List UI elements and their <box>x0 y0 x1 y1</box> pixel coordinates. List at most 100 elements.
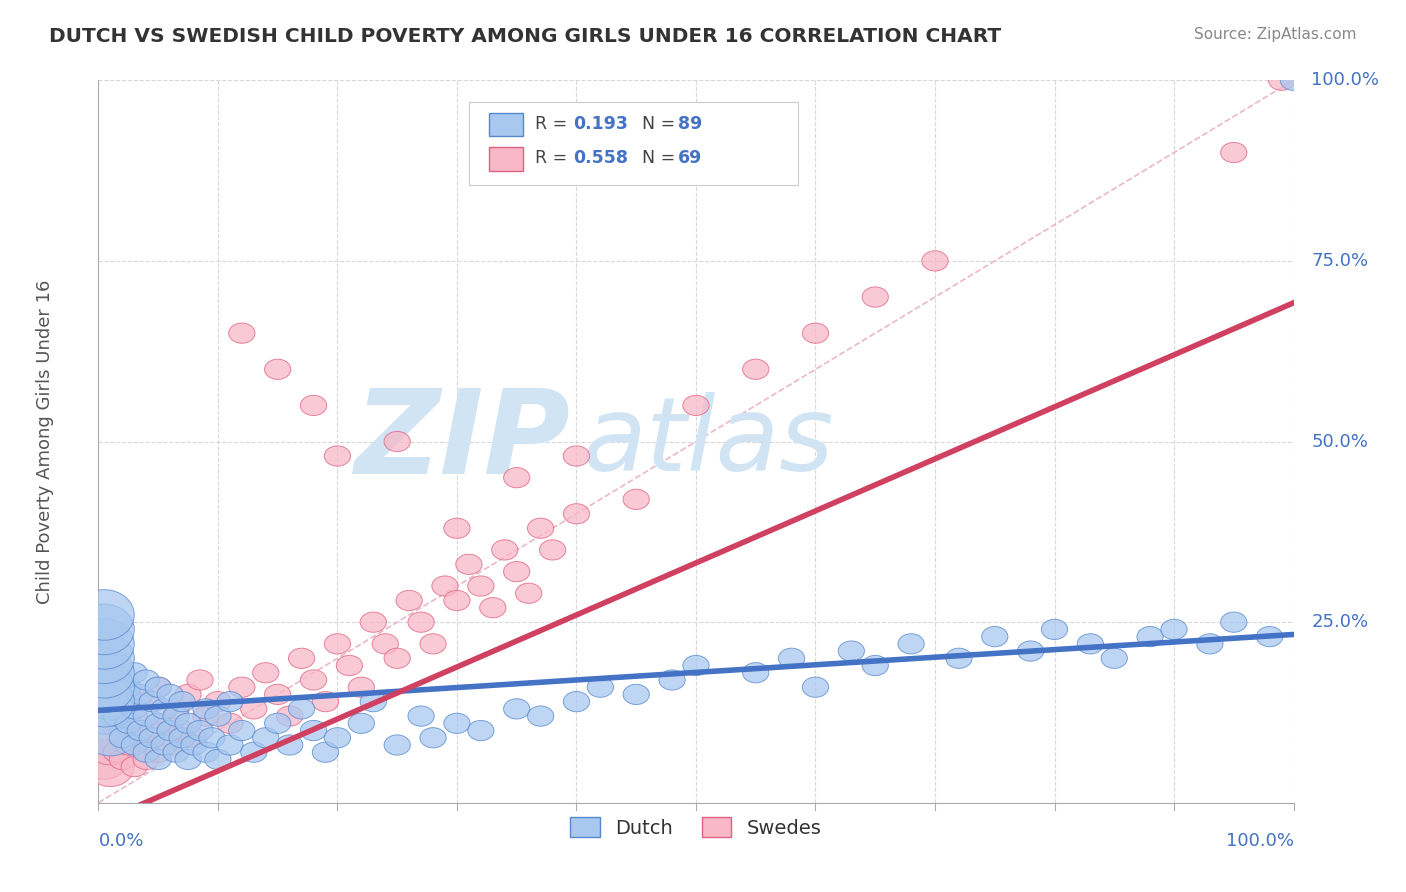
Text: 0.193: 0.193 <box>572 115 627 133</box>
Ellipse shape <box>121 698 148 719</box>
Text: 89: 89 <box>678 115 702 133</box>
Ellipse shape <box>163 706 190 726</box>
Ellipse shape <box>564 446 589 467</box>
Ellipse shape <box>325 446 350 467</box>
Ellipse shape <box>264 359 291 379</box>
Ellipse shape <box>659 670 685 690</box>
Ellipse shape <box>75 676 135 727</box>
Ellipse shape <box>1268 70 1295 90</box>
Ellipse shape <box>1220 612 1247 632</box>
Ellipse shape <box>134 749 159 770</box>
Ellipse shape <box>157 684 183 705</box>
Ellipse shape <box>325 728 350 747</box>
Ellipse shape <box>75 662 135 713</box>
Ellipse shape <box>187 721 214 740</box>
Ellipse shape <box>862 656 889 675</box>
Ellipse shape <box>396 591 422 611</box>
Ellipse shape <box>373 633 398 654</box>
Ellipse shape <box>1042 619 1067 640</box>
Ellipse shape <box>922 251 948 271</box>
Ellipse shape <box>1137 626 1163 647</box>
Ellipse shape <box>264 684 291 705</box>
Ellipse shape <box>264 714 291 733</box>
Ellipse shape <box>110 749 135 770</box>
Ellipse shape <box>110 691 135 712</box>
Ellipse shape <box>336 656 363 675</box>
Ellipse shape <box>683 656 709 675</box>
Text: 25.0%: 25.0% <box>1312 613 1368 632</box>
Ellipse shape <box>145 749 172 770</box>
Ellipse shape <box>1257 626 1282 647</box>
Ellipse shape <box>103 706 129 726</box>
Ellipse shape <box>946 648 972 668</box>
Ellipse shape <box>75 648 135 698</box>
Ellipse shape <box>408 706 434 726</box>
Ellipse shape <box>479 598 506 618</box>
Ellipse shape <box>229 323 254 343</box>
Ellipse shape <box>444 714 470 733</box>
Ellipse shape <box>981 626 1008 647</box>
Ellipse shape <box>1281 70 1306 90</box>
Ellipse shape <box>110 721 135 740</box>
Ellipse shape <box>157 735 183 756</box>
Ellipse shape <box>1018 641 1043 661</box>
Ellipse shape <box>420 728 446 747</box>
Ellipse shape <box>492 540 517 560</box>
Text: 100.0%: 100.0% <box>1226 831 1294 850</box>
Text: 100.0%: 100.0% <box>1312 71 1379 89</box>
Ellipse shape <box>80 669 141 720</box>
Ellipse shape <box>384 648 411 668</box>
Ellipse shape <box>312 742 339 763</box>
Ellipse shape <box>217 735 243 756</box>
Ellipse shape <box>312 691 339 712</box>
Text: R =: R = <box>534 115 572 133</box>
Ellipse shape <box>288 698 315 719</box>
Ellipse shape <box>420 633 446 654</box>
Ellipse shape <box>683 395 709 416</box>
Ellipse shape <box>181 735 207 756</box>
Ellipse shape <box>217 691 243 712</box>
Text: R =: R = <box>534 149 572 168</box>
Ellipse shape <box>163 742 190 763</box>
Ellipse shape <box>139 721 166 740</box>
Ellipse shape <box>253 728 278 747</box>
Text: 0.0%: 0.0% <box>98 831 143 850</box>
Ellipse shape <box>127 684 153 705</box>
Ellipse shape <box>121 663 148 683</box>
Ellipse shape <box>198 728 225 747</box>
Ellipse shape <box>150 714 177 733</box>
Ellipse shape <box>75 683 135 734</box>
Ellipse shape <box>240 698 267 719</box>
Ellipse shape <box>803 323 828 343</box>
FancyBboxPatch shape <box>470 102 797 185</box>
Ellipse shape <box>205 691 231 712</box>
Text: DUTCH VS SWEDISH CHILD POVERTY AMONG GIRLS UNDER 16 CORRELATION CHART: DUTCH VS SWEDISH CHILD POVERTY AMONG GIR… <box>49 27 1001 45</box>
Ellipse shape <box>803 677 828 698</box>
Ellipse shape <box>456 554 482 574</box>
Legend: Dutch, Swedes: Dutch, Swedes <box>561 807 831 847</box>
FancyBboxPatch shape <box>489 112 523 136</box>
Text: Source: ZipAtlas.com: Source: ZipAtlas.com <box>1194 27 1357 42</box>
Ellipse shape <box>169 721 195 740</box>
Ellipse shape <box>862 287 889 307</box>
Ellipse shape <box>1101 648 1128 668</box>
Ellipse shape <box>174 684 201 705</box>
Ellipse shape <box>527 706 554 726</box>
Ellipse shape <box>174 749 201 770</box>
Ellipse shape <box>360 691 387 712</box>
Ellipse shape <box>229 677 254 698</box>
Ellipse shape <box>174 714 201 733</box>
Ellipse shape <box>127 721 153 740</box>
Ellipse shape <box>277 706 302 726</box>
Ellipse shape <box>181 728 207 747</box>
Text: 75.0%: 75.0% <box>1312 252 1368 270</box>
Ellipse shape <box>503 561 530 582</box>
Ellipse shape <box>75 633 135 683</box>
Ellipse shape <box>301 395 326 416</box>
Ellipse shape <box>288 648 315 668</box>
Ellipse shape <box>217 714 243 733</box>
Ellipse shape <box>134 742 159 763</box>
Ellipse shape <box>134 670 159 690</box>
Ellipse shape <box>564 504 589 524</box>
Ellipse shape <box>432 576 458 596</box>
